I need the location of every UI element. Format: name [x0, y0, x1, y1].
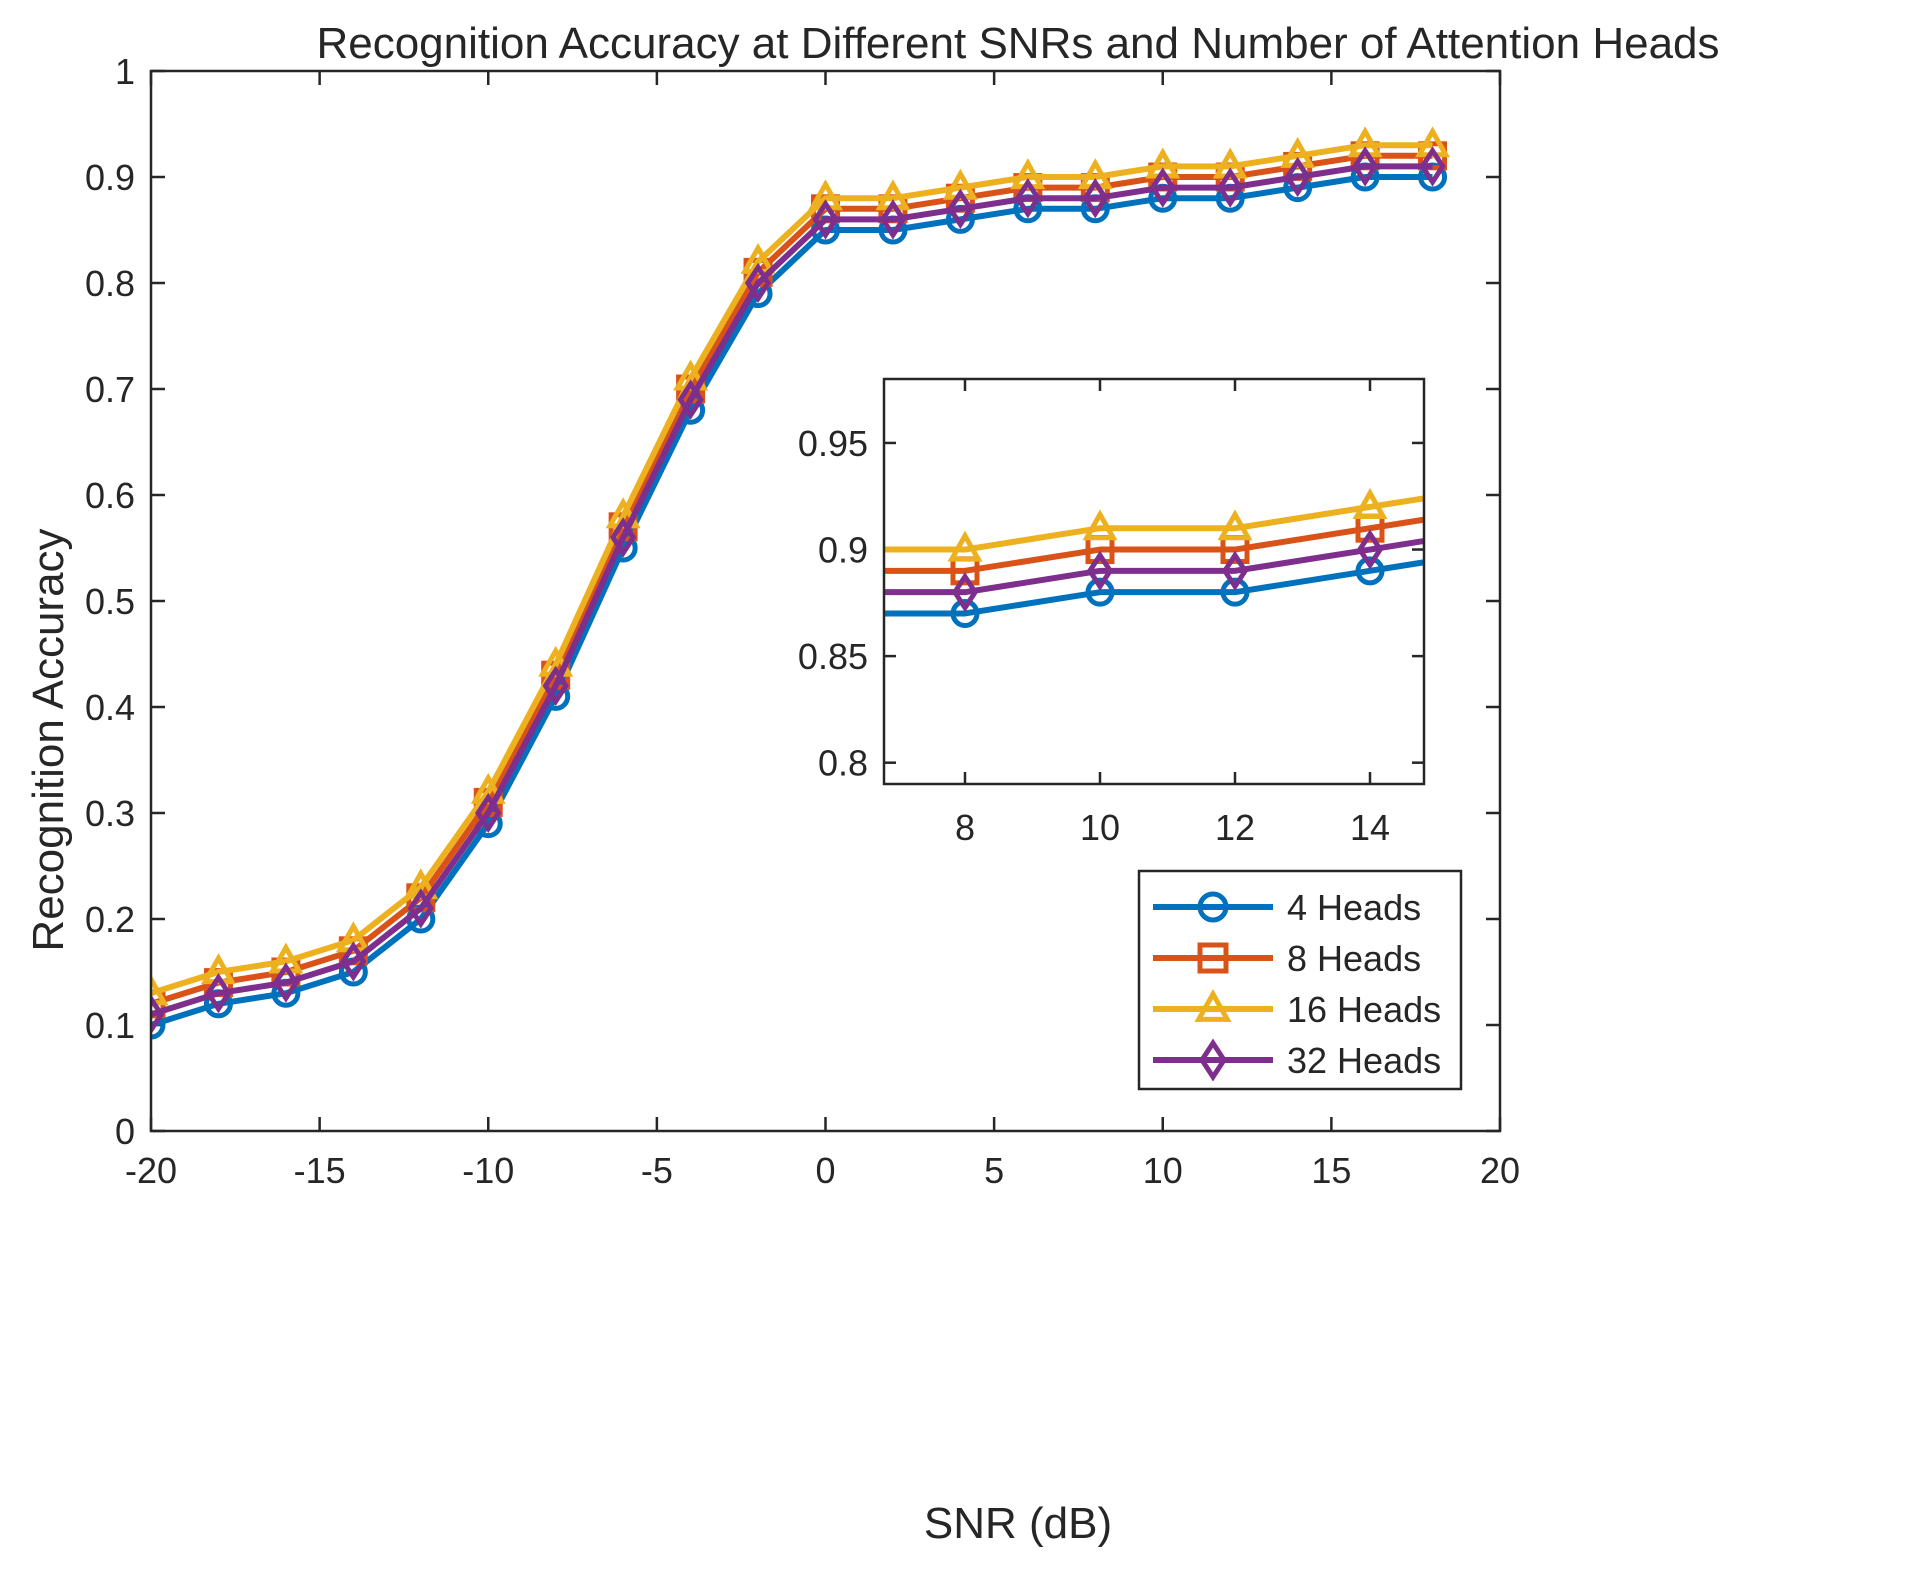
main-series-32-heads [151, 146, 1446, 1035]
inset-point-32-heads [951, 571, 979, 613]
inset-y-tick-label: 0.9 [818, 529, 868, 570]
main-point-32-heads [812, 199, 839, 240]
inset-point-4-heads [1355, 556, 1385, 586]
main-y-tick-label: 1 [115, 51, 135, 92]
inset-x-tick-label: 10 [1080, 807, 1120, 848]
inset-point-16-heads [947, 530, 983, 562]
inset-x-tick-label: 14 [1350, 807, 1390, 848]
main-y-tick-label: 0.8 [85, 263, 135, 304]
main-y-tick-label: 0.7 [85, 369, 135, 410]
inset-point-4-heads [1085, 577, 1115, 607]
main-point-32-heads [151, 994, 165, 1035]
legend-marker-16-heads [1194, 988, 1232, 1022]
legend-label-16-heads: 16 Heads [1287, 989, 1441, 1030]
inset-axes-box [882, 377, 1426, 786]
main-point-32-heads [205, 973, 232, 1014]
main-point-32-heads [609, 517, 637, 558]
main-point-32-heads [340, 941, 367, 982]
inset-series-32-heads [884, 529, 1424, 613]
main-x-tick-label: -5 [641, 1150, 673, 1191]
main-point-32-heads [407, 888, 434, 929]
main-point-32-heads [272, 962, 300, 1003]
inset-line-8-heads [884, 516, 1424, 574]
inset-y-tick-label: 0.85 [798, 636, 868, 677]
inset-series-group [884, 488, 1424, 628]
main-series-group [151, 126, 1451, 1040]
x-axis-label: SNR (dB) [924, 1499, 1112, 1548]
legend-item-8-heads: 8 Heads [1153, 938, 1421, 979]
legend-item-32-heads: 32 Heads [1153, 1038, 1441, 1082]
main-y-tick-label: 0.5 [85, 581, 135, 622]
legend-marker-8-heads [1197, 942, 1229, 974]
main-x-tick-label: 5 [984, 1150, 1004, 1191]
main-point-32-heads [475, 792, 502, 834]
main-axes-box [149, 69, 1502, 1133]
inset-x-tick-label: 8 [955, 807, 975, 848]
main-point-32-heads [1149, 167, 1176, 208]
main-point-32-heads [879, 199, 907, 240]
inset-point-16-heads [1082, 509, 1118, 541]
main-point-32-heads [1284, 156, 1311, 198]
main-y-tick-label: 0 [115, 1111, 135, 1152]
main-point-32-heads [947, 188, 974, 229]
inset-x-tick-label: 12 [1215, 807, 1255, 848]
inset-series-16-heads [884, 488, 1424, 562]
main-x-tick-label: 20 [1480, 1150, 1520, 1191]
inset-point-32-heads [1221, 550, 1249, 592]
legend: 4 Heads 8 Heads 16 Heads 32 Heads [1137, 869, 1463, 1091]
main-y-tick-label: 0.3 [85, 793, 135, 834]
legend-label-4-heads: 4 Heads [1287, 887, 1421, 928]
main-point-16-heads [151, 974, 169, 1006]
main-point-32-heads [744, 262, 772, 304]
inset-series-4-heads [884, 556, 1424, 628]
main-line-16-heads [151, 142, 1433, 997]
main-point-32-heads [1419, 146, 1446, 187]
main-point-32-heads [1351, 146, 1379, 187]
main-point-32-heads [542, 665, 569, 706]
main-point-32-heads [1217, 167, 1244, 208]
inset-y-tick-label: 0.95 [798, 423, 868, 464]
main-y-tick-label: 0.2 [85, 899, 135, 940]
inset-point-32-heads [1356, 529, 1384, 570]
legend-marker-32-heads [1198, 1038, 1228, 1082]
main-point-32-heads [677, 379, 704, 420]
y-axis-label: Recognition Accuracy [24, 528, 73, 951]
main-x-tick-label: 10 [1143, 1150, 1183, 1191]
main-y-tick-label: 0.6 [85, 475, 135, 516]
inset-point-16-heads [1217, 509, 1253, 541]
main-y-tick-label: 0.1 [85, 1005, 135, 1046]
inset-point-16-heads [1352, 488, 1388, 519]
main-point-32-heads [1014, 178, 1042, 219]
chart-title: Recognition Accuracy at Different SNRs a… [316, 19, 1719, 68]
inset-line-16-heads [884, 495, 1424, 553]
legend-item-16-heads: 16 Heads [1153, 988, 1441, 1030]
inset-plot-area: 8 10 12 14 0.8 0.85 0.9 0.95 [798, 377, 1426, 848]
legend-label-32-heads: 32 Heads [1287, 1040, 1441, 1081]
legend-item-4-heads: 4 Heads [1153, 887, 1421, 928]
inset-y-tick-label: 0.8 [818, 743, 868, 784]
inset-point-4-heads [1220, 577, 1250, 607]
legend-marker-4-heads [1197, 891, 1229, 923]
main-x-tick-label: -10 [462, 1150, 514, 1191]
main-y-tick-label: 0.4 [85, 687, 135, 728]
legend-label-8-heads: 8 Heads [1287, 938, 1421, 979]
main-x-tick-label: -15 [294, 1150, 346, 1191]
main-point-32-heads [1082, 178, 1109, 219]
inset-line-32-heads [884, 537, 1424, 596]
main-y-tick-label: 0.9 [85, 157, 135, 198]
main-x-tick-label: 15 [1311, 1150, 1351, 1191]
inset-point-4-heads [950, 598, 980, 628]
inset-line-4-heads [884, 559, 1424, 617]
main-point-4-heads [151, 1010, 166, 1040]
inset-point-32-heads [1086, 550, 1114, 592]
main-x-tick-label: 0 [815, 1150, 835, 1191]
main-x-tick-label: -20 [125, 1150, 177, 1191]
